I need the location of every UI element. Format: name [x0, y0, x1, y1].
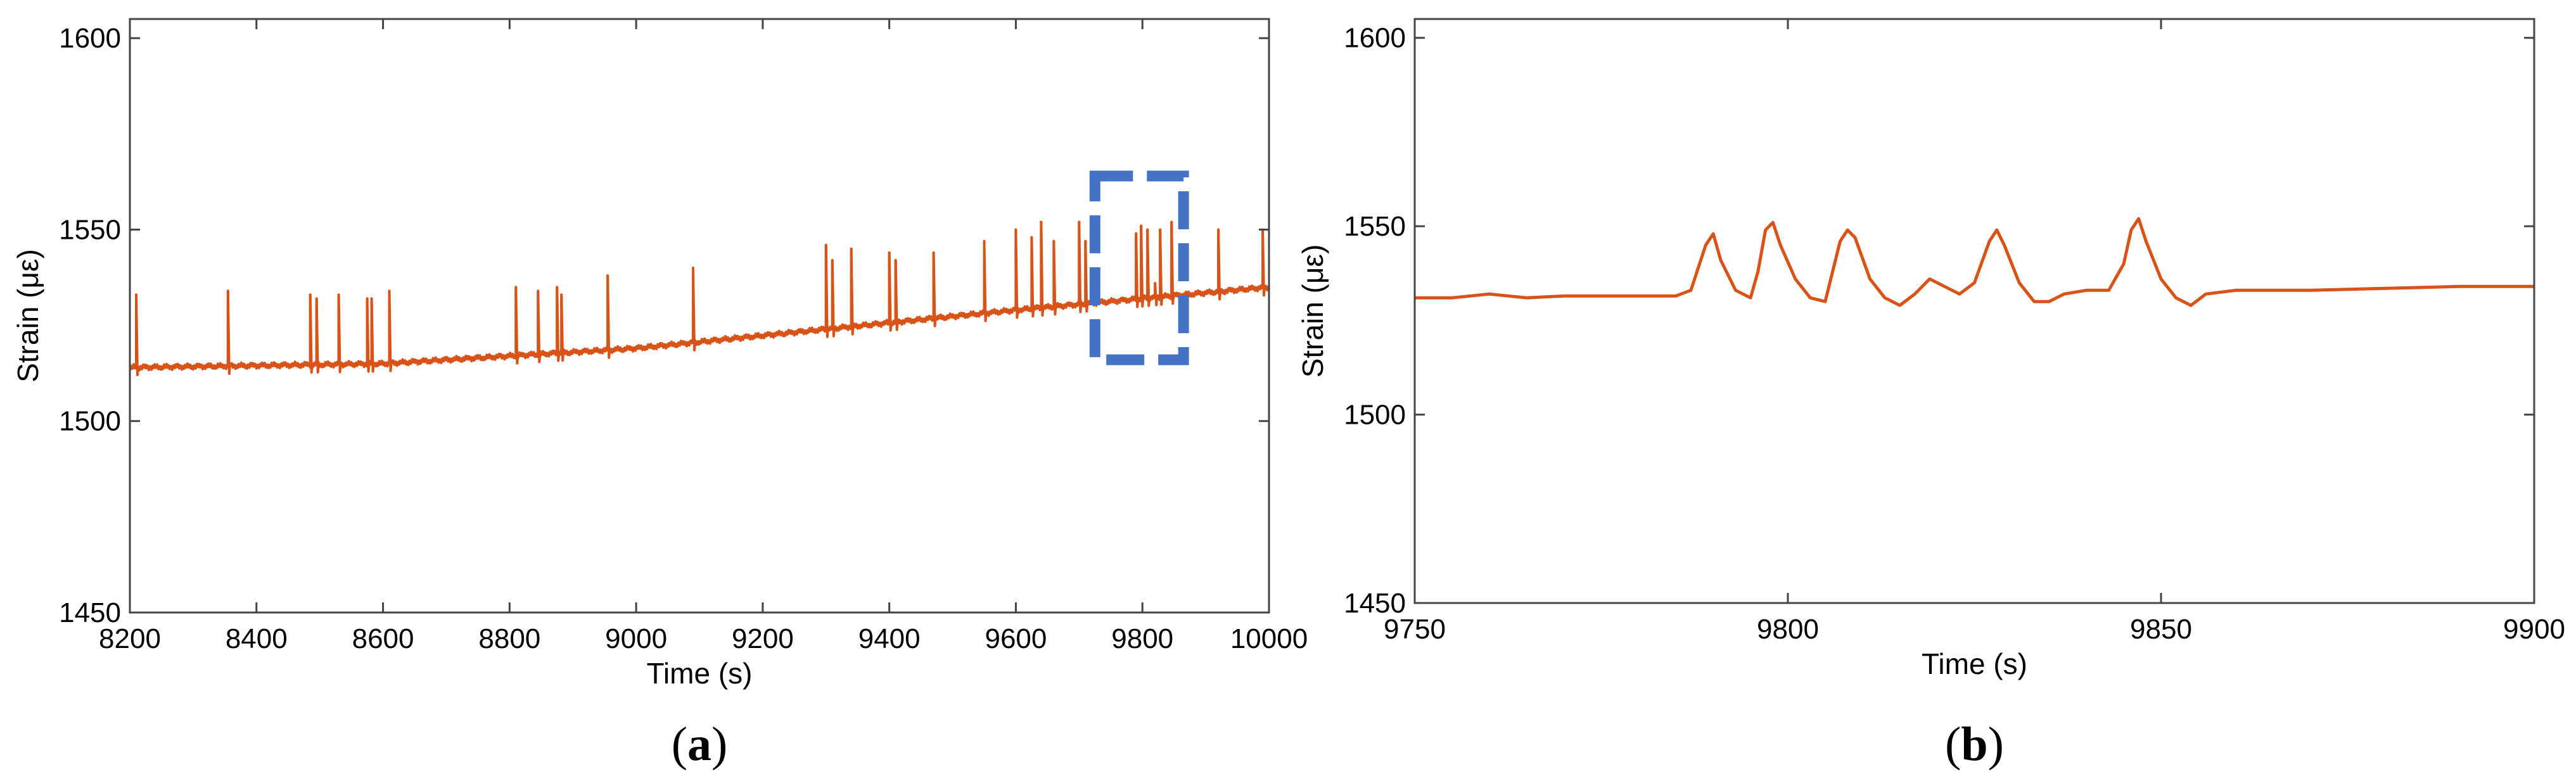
panel-a-highlight-box: [1089, 170, 1189, 365]
panel-a-x-axis-label: Time (s): [647, 657, 753, 690]
panel-b-x-axis-label: Time (s): [1922, 647, 2027, 680]
panel-a-x-tick-label: 9800: [1111, 623, 1173, 654]
panel-b-y-axis-label: Strain (με): [1296, 244, 1329, 378]
panel-a-x-tick-label: 8800: [478, 623, 540, 654]
panel-b-plot-frame: [1413, 18, 2535, 604]
panel-a-x-tick-label: 10000: [1230, 623, 1308, 654]
panel-a-y-tick-label: 1450: [59, 597, 121, 628]
panel-b-x-tick-label: 9850: [2130, 614, 2192, 645]
panel-a-x-tick-label: 9000: [605, 623, 667, 654]
panel-a-plot-frame: [129, 18, 1270, 614]
panel-b-label-letter: b: [1961, 718, 1987, 771]
panel-a-x-tick-label: 9600: [985, 623, 1047, 654]
panel-a-y-tick-label: 1500: [59, 406, 121, 437]
panel-a-y-axis-label: Strain (με): [11, 249, 44, 383]
panel-a-chart: 8200 8400 8600 8800 9000 9200 9400 9600 9800 1000…: [11, 18, 1308, 771]
panel-a-x-tick-label: 8600: [352, 623, 414, 654]
panel-a-series-line: [129, 220, 1270, 376]
panel-b-x-tick-label: 9750: [1384, 614, 1446, 645]
panel-b-x-tick-label: 9800: [1757, 614, 1819, 645]
panel-a-x-tick-label: 8200: [99, 623, 161, 654]
panel-a-x-tick-label: 8400: [226, 623, 288, 654]
panel-a-y-tick-label: 1600: [59, 23, 121, 54]
panel-a-label: (a): [672, 718, 728, 771]
panel-b-chart: 9750 9800 9850 9900 1450 1500 1550 1600 Time (s…: [1296, 18, 2565, 771]
panel-a-x-tick-label: 9200: [732, 623, 794, 654]
panel-b-y-tick-label: 1550: [1344, 211, 1406, 242]
panel-b-y-tick-label: 1500: [1344, 400, 1406, 431]
panel-a-series-layer: [129, 170, 1270, 376]
panel-a-label-letter: a: [687, 718, 711, 771]
panel-a-axis-ticks: 8200 8400 8600 8800 9000 9200 9400 9600 9800 1000…: [59, 19, 1308, 654]
panel-b-y-tick-label: 1450: [1344, 588, 1406, 619]
panel-b-axis-ticks: 9750 9800 9850 9900 1450 1500 1550 1600: [1344, 19, 2565, 645]
panel-b-series-line: [1415, 217, 2534, 307]
panel-b-x-tick-label: 9900: [2503, 614, 2565, 645]
panel-a-x-tick-label: 9400: [858, 623, 921, 654]
panel-b-label: (b): [1945, 718, 2004, 771]
panel-a-y-tick-label: 1550: [59, 214, 121, 245]
panel-b-series-layer: [1415, 217, 2534, 307]
panel-b-y-tick-label: 1600: [1344, 23, 1406, 54]
